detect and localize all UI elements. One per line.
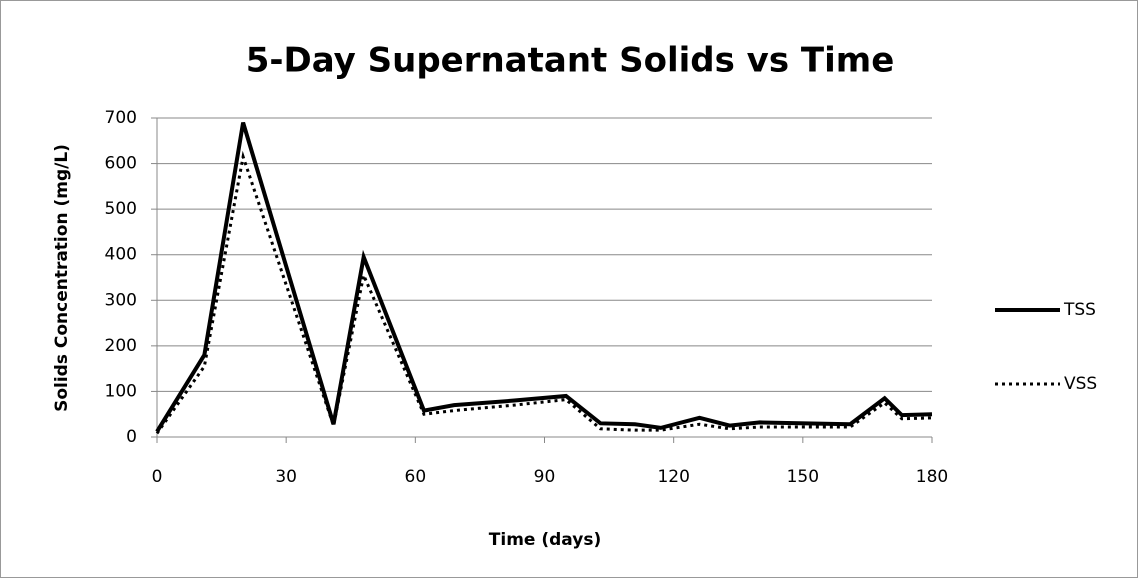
- x-tick-label: 180: [916, 467, 948, 487]
- x-tick-label: 60: [405, 467, 427, 487]
- y-tick-label: 600: [105, 154, 137, 174]
- x-tick-label: 30: [275, 467, 297, 487]
- x-axis-label: Time (days): [489, 530, 601, 550]
- y-tick-label: 200: [105, 336, 137, 356]
- legend-label: TSS: [1063, 300, 1096, 320]
- chart-title: 5-Day Supernatant Solids vs Time: [246, 41, 895, 81]
- y-tick-label: 0: [126, 427, 137, 447]
- y-axis-label: Solids Concentration (mg/L): [52, 144, 72, 412]
- x-tick-label: 90: [534, 467, 556, 487]
- x-tick-label: 150: [787, 467, 819, 487]
- legend-label: VSS: [1064, 374, 1097, 394]
- x-tick-label: 120: [657, 467, 689, 487]
- y-tick-label: 500: [105, 199, 137, 219]
- y-tick-label: 300: [105, 290, 137, 310]
- data-line: [155, 121, 933, 433]
- y-tick-label: 400: [105, 245, 137, 265]
- data-line: [155, 150, 933, 435]
- x-tick-label: 0: [152, 467, 163, 487]
- y-tick-label: 100: [105, 381, 137, 401]
- y-tick-label: 700: [105, 108, 137, 128]
